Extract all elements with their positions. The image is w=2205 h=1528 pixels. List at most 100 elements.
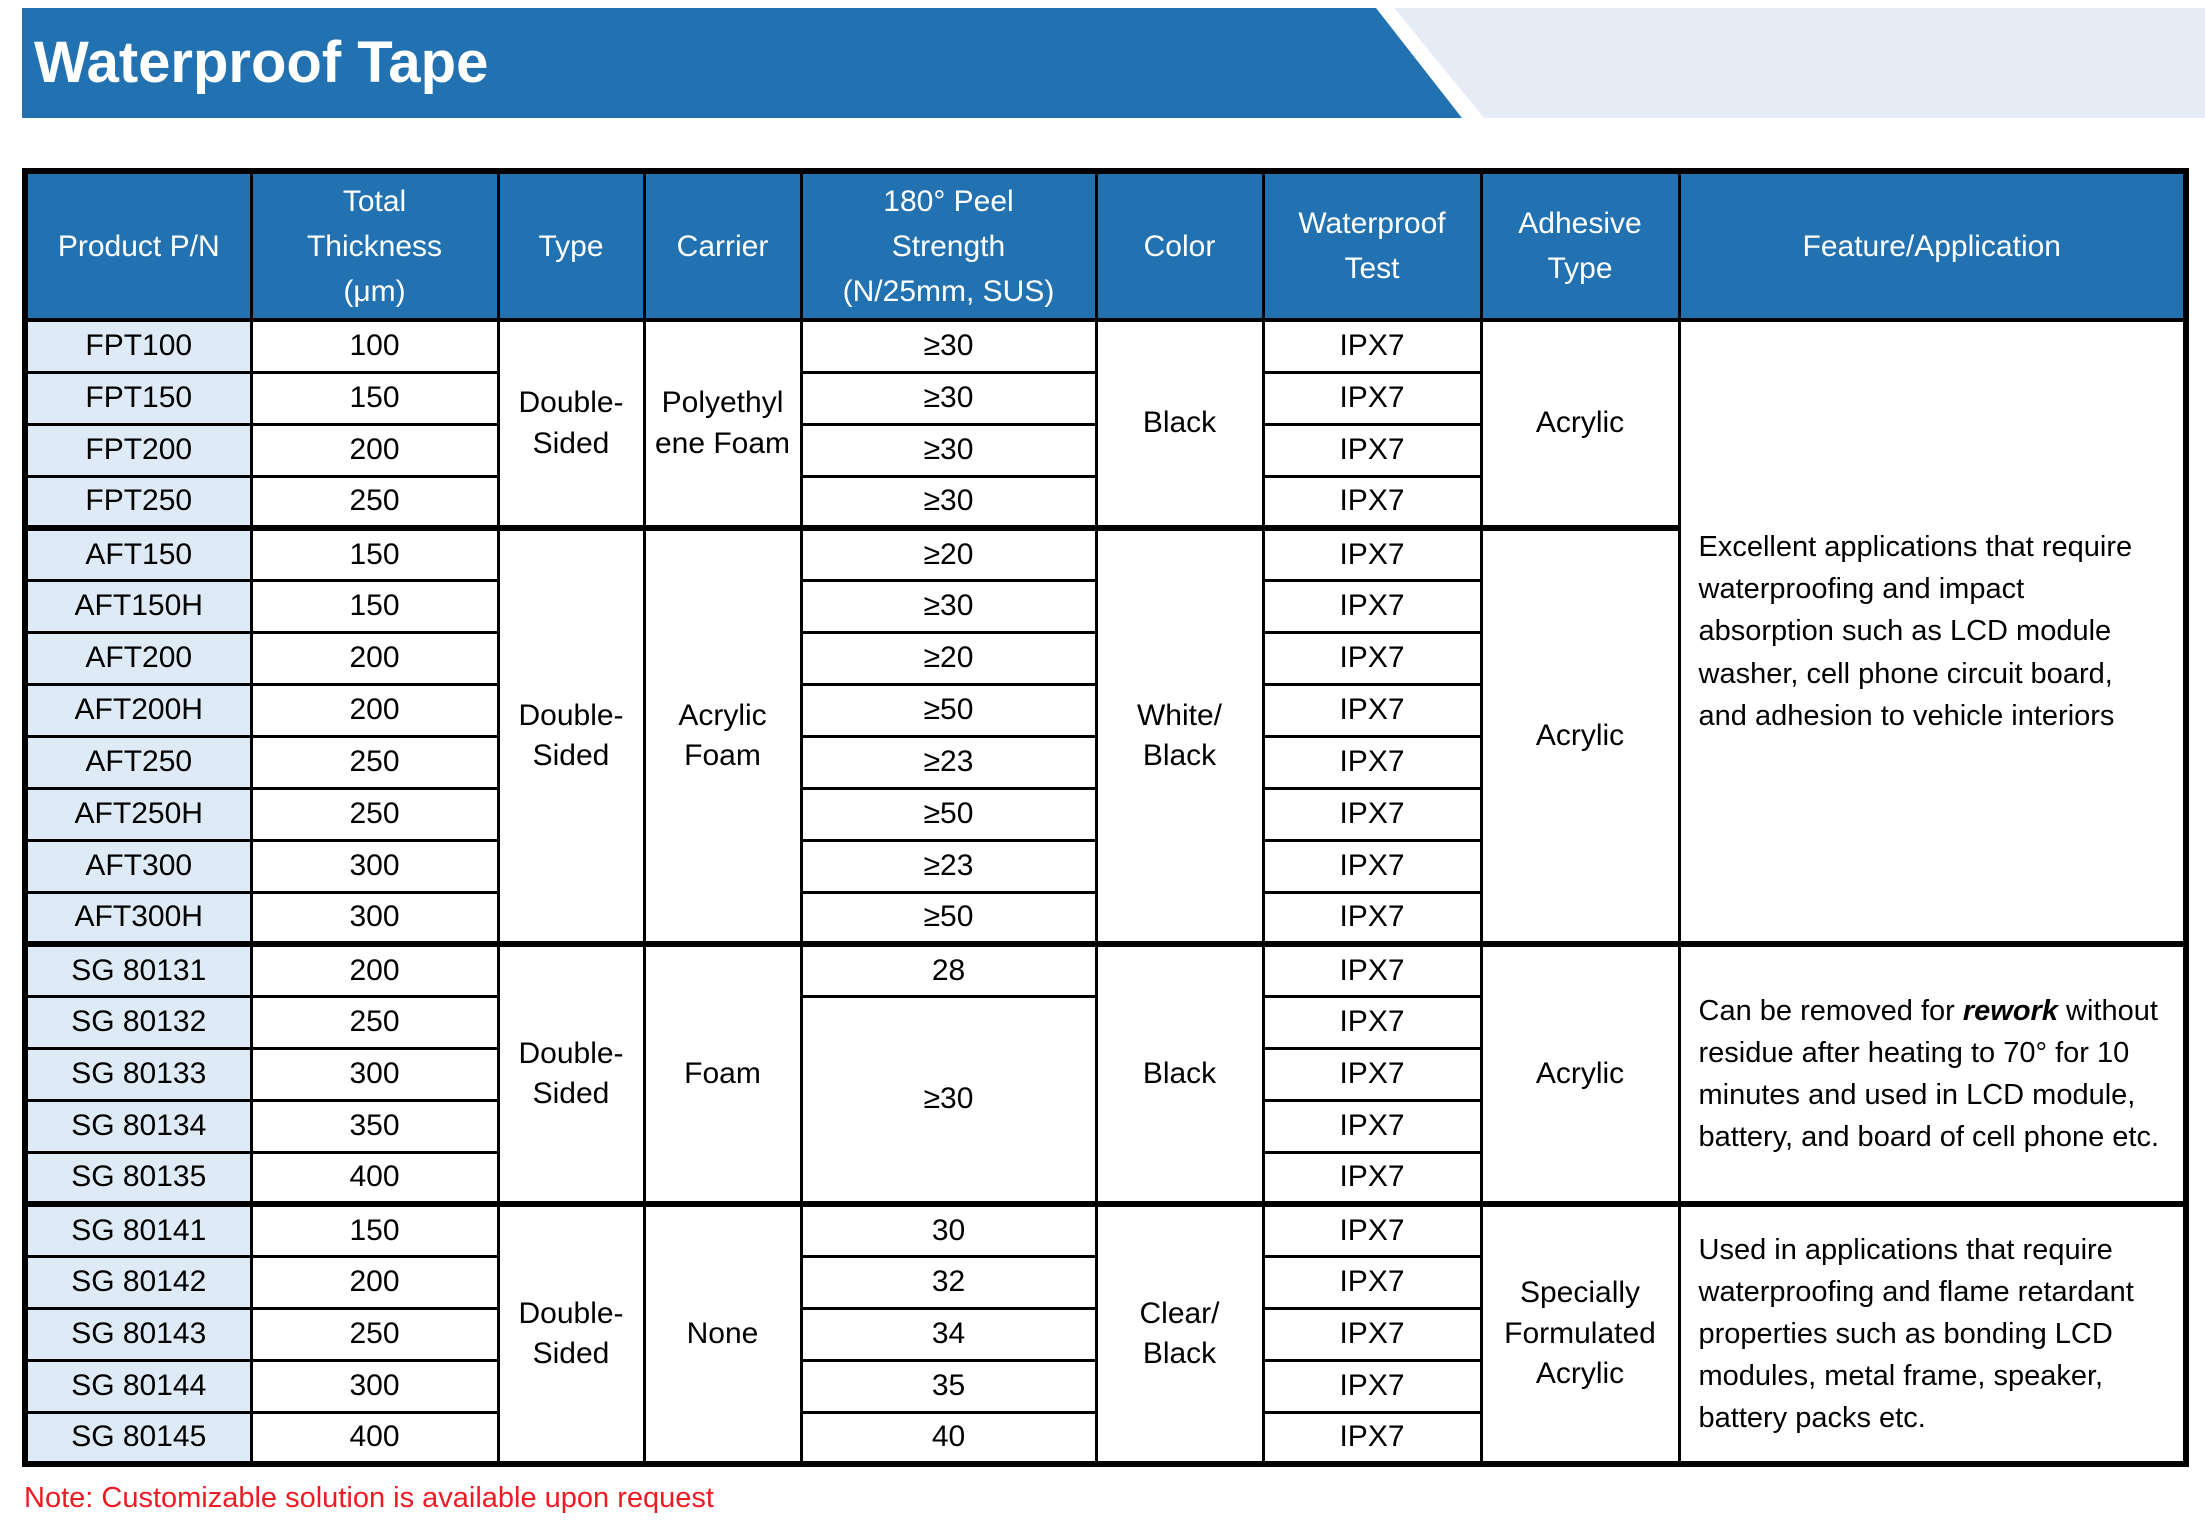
thickness-cell: 100 (249, 318, 500, 374)
color-cell: Clear/ Black (1094, 1201, 1265, 1466)
note-text: Note: Customizable solution is available… (24, 1482, 714, 1514)
waterproof-test-cell: IPX7 (1261, 734, 1483, 790)
waterproof-test-cell: IPX7 (1261, 1098, 1483, 1154)
table-row: SG 80131 200 Double- Sided Foam 28 Black… (23, 941, 2188, 1206)
feature-application-cell: Used in applications that require waterp… (1677, 1201, 2188, 1466)
thickness-cell: 300 (249, 838, 500, 894)
peel-strength-cell: ≥50 (799, 786, 1098, 842)
waterproof-test-cell: IPX7 (1261, 1150, 1483, 1206)
product-pn-cell: SG 80132 (23, 994, 253, 1050)
adhesive-type-cell: Acrylic (1479, 941, 1681, 1206)
col-header-carrier: Carrier (642, 169, 803, 322)
product-pn-cell: AFT150 (23, 525, 253, 582)
thickness-cell: 200 (249, 941, 500, 998)
table-row: SG 80132 250 ≥30 IPX7 (23, 994, 2186, 1206)
peel-strength-cell: 32 (799, 1254, 1098, 1310)
table-row: SG 80134 350 IPX7 (23, 1098, 2186, 1154)
peel-strength-cell: 34 (799, 1306, 1098, 1362)
feature-text: Can be removed for (1698, 994, 1963, 1027)
thickness-cell: 150 (249, 525, 500, 582)
col-header-feature-application: Feature/Application (1677, 169, 2188, 322)
product-pn-cell: SG 80133 (23, 1046, 253, 1102)
type-cell: Double- Sided (496, 1201, 646, 1466)
type-cell: Double- Sided (496, 318, 646, 530)
product-pn-cell: SG 80141 (23, 1201, 253, 1258)
product-pn-cell: AFT150H (23, 578, 253, 634)
waterproof-test-cell: IPX7 (1261, 630, 1483, 686)
carrier-cell: Foam (642, 941, 803, 1206)
peel-strength-cell: ≥30 (799, 994, 1098, 1206)
peel-strength-cell: ≥20 (799, 525, 1098, 582)
peel-strength-cell: 40 (799, 1410, 1098, 1466)
page-title: Waterproof Tape (34, 30, 489, 95)
thickness-cell: 250 (249, 994, 500, 1050)
product-pn-cell: AFT250H (23, 786, 253, 842)
waterproof-test-cell: IPX7 (1261, 838, 1483, 894)
banner-blue-shape: Waterproof Tape (22, 8, 1462, 118)
table-row: AFT150H 150 ≥30 IPX7 (23, 578, 2186, 634)
product-pn-cell: SG 80131 (23, 941, 253, 998)
peel-strength-cell: ≥50 (799, 890, 1098, 946)
product-pn-cell: SG 80142 (23, 1254, 253, 1310)
peel-strength-cell: ≥30 (799, 370, 1098, 426)
color-cell: White/ Black (1094, 525, 1265, 946)
product-pn-cell: FPT100 (23, 318, 253, 374)
waterproof-test-cell: IPX7 (1261, 1410, 1483, 1466)
thickness-cell: 200 (249, 1254, 500, 1310)
thickness-cell: 200 (249, 630, 500, 686)
table-row: SG 80142 200 32 IPX7 (23, 1254, 2186, 1310)
thickness-cell: 200 (249, 682, 500, 738)
col-header-product-pn: Product P/N (23, 169, 253, 322)
table-row: AFT200 200 ≥20 IPX7 (23, 630, 2186, 686)
product-pn-cell: SG 80135 (23, 1150, 253, 1206)
thickness-cell: 300 (249, 890, 500, 946)
thickness-cell: 250 (249, 474, 500, 530)
adhesive-type-cell: Acrylic (1479, 525, 1681, 946)
color-cell: Black (1094, 941, 1265, 1206)
peel-strength-cell: ≥23 (799, 734, 1098, 790)
product-pn-cell: AFT200 (23, 630, 253, 686)
table-row: AFT200H 200 ≥50 IPX7 (23, 682, 2186, 738)
waterproof-test-cell: IPX7 (1261, 941, 1483, 998)
table-header-row: Product P/N Total Thickness (μm) Type Ca… (23, 169, 2188, 322)
type-cell: Double- Sided (496, 525, 646, 946)
product-pn-cell: FPT150 (23, 370, 253, 426)
product-pn-cell: SG 80144 (23, 1358, 253, 1414)
peel-strength-cell: ≥20 (799, 630, 1098, 686)
thickness-cell: 150 (249, 370, 500, 426)
product-pn-cell: SG 80145 (23, 1410, 253, 1466)
col-header-color: Color (1094, 169, 1265, 322)
waterproof-test-cell: IPX7 (1261, 1254, 1483, 1310)
peel-strength-cell: 28 (799, 941, 1098, 998)
table-row: AFT250 250 ≥23 IPX7 (23, 734, 2186, 790)
thickness-cell: 400 (249, 1150, 500, 1206)
table-row: SG 80144 300 35 IPX7 (23, 1358, 2186, 1414)
table-row: FPT250 250 ≥30 IPX7 (23, 474, 2186, 530)
spec-table-container: Product P/N Total Thickness (μm) Type Ca… (22, 168, 2189, 1467)
carrier-cell: Polyethyl ene Foam (642, 318, 803, 530)
page-header-banner: Waterproof Tape (0, 8, 2205, 118)
waterproof-test-cell: IPX7 (1261, 1306, 1483, 1362)
peel-strength-cell: 30 (799, 1201, 1098, 1258)
waterproof-test-cell: IPX7 (1261, 422, 1483, 478)
waterproof-test-cell: IPX7 (1261, 578, 1483, 634)
table-row: AFT250H 250 ≥50 IPX7 (23, 786, 2186, 842)
table-row: SG 80141 150 Double- Sided None 30 Clear… (23, 1201, 2188, 1466)
waterproof-test-cell: IPX7 (1261, 370, 1483, 426)
color-cell: Black (1094, 318, 1265, 530)
product-pn-cell: AFT300 (23, 838, 253, 894)
waterproof-test-cell: IPX7 (1261, 786, 1483, 842)
waterproof-test-cell: IPX7 (1261, 1358, 1483, 1414)
banner-light-shape (1394, 8, 2205, 118)
peel-strength-cell: ≥30 (799, 578, 1098, 634)
waterproof-test-cell: IPX7 (1261, 474, 1483, 530)
waterproof-test-cell: IPX7 (1261, 1046, 1483, 1102)
peel-strength-cell: ≥30 (799, 474, 1098, 530)
feature-text: without residue after heating to 70° for… (1698, 994, 2160, 1154)
thickness-cell: 150 (249, 578, 500, 634)
product-pn-cell: FPT250 (23, 474, 253, 530)
adhesive-type-cell: Acrylic (1479, 318, 1681, 530)
peel-strength-cell: 35 (799, 1358, 1098, 1414)
table-row: SG 80133 300 IPX7 (23, 1046, 2186, 1102)
waterproof-test-cell: IPX7 (1261, 682, 1483, 738)
